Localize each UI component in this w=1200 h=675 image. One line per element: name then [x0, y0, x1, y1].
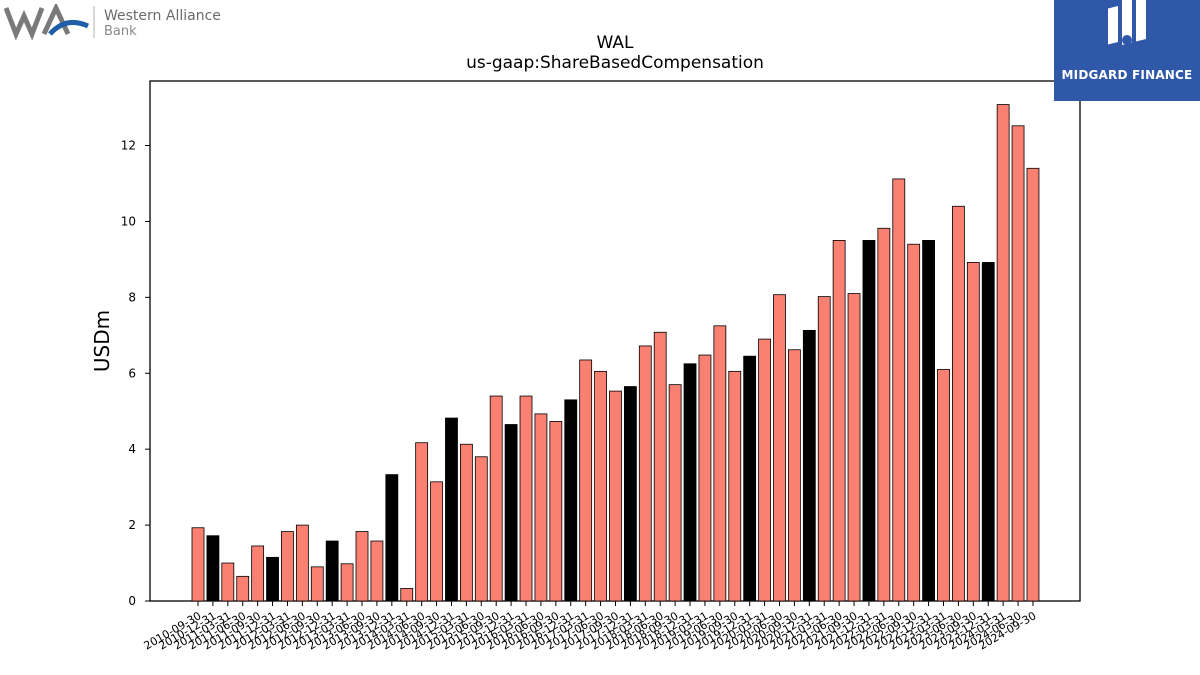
bar-2013-12-31: [385, 474, 399, 602]
bar-2018-06-30: [653, 331, 667, 602]
wa-logo-icon: [3, 2, 95, 41]
bar-2022-09-30: [907, 243, 921, 602]
bar-2020-12-31: [802, 329, 816, 602]
bar-2024-09-30: [1026, 167, 1040, 602]
y-tick-label: 2: [128, 518, 136, 532]
bars-group: [191, 104, 1040, 602]
bar-2011-12-31: [266, 556, 279, 602]
bar-2019-03-31: [698, 354, 712, 602]
midgard-finance-logo: MIDGARD FINANCE: [1054, 0, 1200, 101]
bar-2012-06-30: [295, 524, 309, 602]
bar-2024-03-31: [996, 104, 1010, 602]
bar-2011-09-30: [251, 545, 265, 602]
brand-sub-left: Bank: [104, 24, 137, 39]
chart-title: WAL: [597, 33, 635, 53]
bar-2016-03-31: [519, 395, 533, 602]
midgard-logo-icon: [1108, 0, 1146, 46]
bar-2023-03-31: [937, 369, 950, 602]
bar-2016-12-31: [564, 399, 578, 602]
bar-2017-03-31: [579, 359, 593, 602]
western-alliance-logo: Western Alliance Bank: [3, 2, 234, 41]
bar-2010-12-31: [206, 535, 220, 602]
bar-2021-06-30: [832, 240, 846, 602]
bar-2012-09-30: [310, 566, 324, 602]
bar-2020-03-31: [758, 338, 771, 602]
bar-2013-09-30: [370, 540, 384, 602]
y-tick-label: 6: [128, 366, 136, 380]
y-tick-label: 10: [121, 214, 136, 228]
bar-2022-12-31: [922, 240, 935, 602]
bar-2016-09-30: [549, 421, 563, 602]
brand-name-left: Western Alliance: [104, 8, 221, 24]
y-tick-label: 12: [121, 139, 136, 153]
y-tick-label: 8: [128, 290, 136, 304]
bar-2024-06-30: [1011, 125, 1025, 602]
bar-2021-09-30: [847, 293, 861, 602]
bar-2019-09-30: [728, 370, 742, 602]
bar-2015-12-31: [504, 424, 518, 602]
bar-2017-09-30: [609, 390, 622, 602]
bar-2023-06-30: [952, 205, 965, 602]
brand-name-right: MIDGARD FINANCE: [1061, 68, 1193, 82]
bar-2010-09-30: [191, 527, 205, 602]
bar-2011-03-31: [221, 562, 235, 602]
bar-2020-06-30: [773, 294, 786, 602]
bar-2011-06-30: [236, 575, 250, 602]
y-tick-label: 4: [128, 442, 136, 456]
bar-2015-06-30: [474, 456, 488, 602]
bar-2014-09-30: [430, 481, 443, 602]
bar-2018-12-31: [683, 363, 697, 602]
bar-2021-12-31: [862, 240, 876, 602]
chart-subtitle: us-gaap:ShareBasedCompensation: [466, 53, 764, 73]
bar-2018-03-31: [638, 345, 652, 602]
bar-2018-09-30: [668, 384, 682, 602]
bar-2019-06-30: [713, 325, 727, 602]
bar-2015-09-30: [489, 395, 503, 602]
bar-2020-09-30: [788, 349, 801, 602]
bar-2013-03-31: [340, 563, 354, 602]
y-axis-label: USDm: [90, 310, 114, 372]
bar-2017-12-31: [623, 386, 637, 602]
bar-2022-06-30: [892, 178, 906, 602]
bar-2012-12-31: [325, 540, 339, 602]
bar-2016-06-30: [534, 413, 548, 602]
bar-2017-06-30: [594, 370, 607, 602]
bar-2023-12-31: [981, 262, 995, 602]
bar-2013-06-30: [355, 531, 369, 602]
x-ticks-group: 2010-09-302010-12-312011-03-312011-06-30…: [142, 601, 1038, 652]
bar-2022-03-31: [877, 227, 891, 602]
bar-2015-03-31: [459, 443, 473, 602]
bar-2014-06-30: [415, 442, 429, 602]
bar-2014-03-31: [400, 588, 414, 602]
bar-2014-12-31: [445, 417, 458, 602]
y-ticks-group: 0 2 4 6 8 10 12: [121, 139, 150, 608]
bar-2021-03-31: [817, 296, 831, 602]
bar-2019-12-31: [743, 355, 757, 602]
bar-2012-03-31: [281, 531, 294, 602]
bar-2023-09-30: [966, 262, 980, 602]
y-tick-label: 0: [128, 594, 136, 608]
